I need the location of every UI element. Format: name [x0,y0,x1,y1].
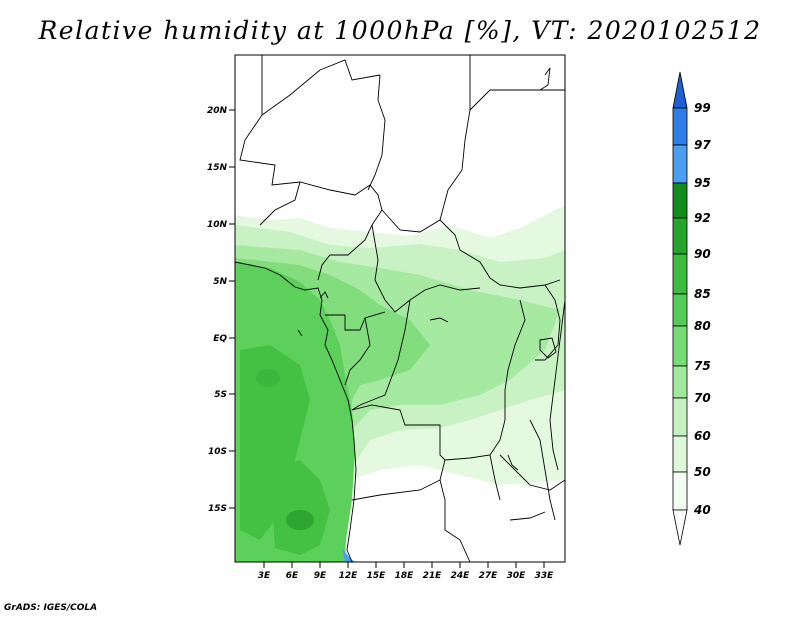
axis-ticks [229,109,545,568]
lon-label: 9E [314,571,327,581]
colorbar-segment [672,182,688,219]
colorbar-segment [672,471,688,511]
chart-title: Relative humidity at 1000hPa [%], VT: 20… [38,16,762,45]
colorbar-label: 95 [694,176,711,190]
lat-label: 20N [207,106,228,116]
colorbar [672,71,688,546]
colorbar-segment [672,217,688,255]
humidity-patch-90 [286,510,314,530]
colorbar-segment [672,325,688,367]
colorbar-label: 40 [693,503,711,517]
humidity-field [235,205,565,562]
colorbar-segment [672,435,688,473]
colorbar-label: 50 [694,465,711,479]
footer-credit: GrADS: IGES/COLA [4,603,98,613]
humidity-zone-85b [270,460,330,555]
colorbar-label: 99 [694,101,711,115]
colorbar-segment [672,144,688,184]
lat-label: 10N [207,220,228,230]
colorbar-label: 70 [694,391,711,405]
colorbar-segment [672,397,688,437]
map-borders [235,55,565,562]
colorbar-label: 75 [694,359,711,373]
lon-label: 6E [286,571,299,581]
humidity-patch-90b [256,369,280,387]
colorbar-label: 90 [694,247,711,261]
lon-label: 27E [479,571,499,581]
colorbar-segment [672,107,688,146]
colorbar-segment [672,293,688,327]
lon-label: 24E [451,571,471,581]
map-frame [234,54,566,563]
lat-label: 15N [207,163,228,173]
lat-label: EQ [213,334,227,344]
lon-label: 33E [535,571,555,581]
lon-label: 18E [395,571,415,581]
colorbar-bottom-arrow [672,509,688,546]
colorbar-segment [672,253,688,295]
lon-label: 12E [339,571,359,581]
colorbar-label: 97 [694,138,711,152]
humidity-zone-85 [240,345,310,540]
colorbar-label: 80 [694,319,711,333]
humidity-patch-95 [342,548,355,562]
lon-label: 21E [423,571,443,581]
lon-label: 15E [367,571,387,581]
colorbar-label: 92 [694,211,711,225]
colorbar-top-arrow [672,71,688,109]
lat-label: 5S [214,390,227,400]
lat-label: 5N [213,277,227,287]
colorbar-label: 60 [694,429,711,443]
lat-label: 15S [208,504,227,514]
colorbar-label: 85 [694,287,711,301]
lon-label: 30E [507,571,527,581]
lat-label: 10S [208,447,227,457]
colorbar-segment [672,365,688,399]
lon-label: 3E [258,571,271,581]
